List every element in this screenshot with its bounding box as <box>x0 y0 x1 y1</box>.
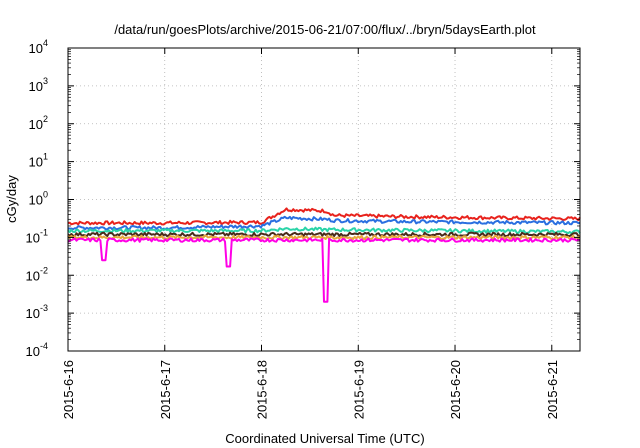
x-tick-label: 2015-6-19 <box>351 360 366 419</box>
chart-title: /data/run/goesPlots/archive/2015-06-21/0… <box>114 22 536 37</box>
y-tick-exponent: -3 <box>40 303 48 313</box>
grid <box>68 48 580 351</box>
y-tick-label: 10-3 <box>26 303 48 321</box>
y-tick-exponent: 4 <box>43 38 48 48</box>
x-axis: 2015-6-16 2015-6-17 2015-6-18 2015-6-19 2015… <box>61 48 560 419</box>
y-tick-exponent: -4 <box>40 341 48 351</box>
x-tick-label: 2015-6-20 <box>448 360 463 419</box>
y-axis-label: cGy/day <box>4 175 19 223</box>
series-line-1 <box>67 207 581 226</box>
y-tick-exponent: 2 <box>43 114 48 124</box>
x-tick-label: 2015-6-18 <box>255 360 270 419</box>
series-line-2 <box>67 215 581 231</box>
y-tick-label: 102 <box>29 114 48 132</box>
x-tick-label: 2015-6-21 <box>545 360 560 419</box>
series-line-6 <box>67 237 581 303</box>
series-line-4 <box>67 231 581 238</box>
y-tick-exponent: 3 <box>43 76 48 86</box>
y-tick-label: 103 <box>29 76 48 94</box>
x-tick-label: 2015-6-16 <box>61 360 76 419</box>
y-tick-label: 10-1 <box>26 227 48 245</box>
y-tick-exponent: -2 <box>40 265 48 275</box>
x-axis-label: Coordinated Universal Time (UTC) <box>225 431 424 446</box>
series-group <box>67 207 581 303</box>
x-tick-label: 2015-6-17 <box>158 360 173 419</box>
y-tick-exponent: -1 <box>40 227 48 237</box>
y-tick-exponent: 1 <box>43 152 48 162</box>
y-tick-label: 101 <box>29 152 48 170</box>
y-tick-label: 10-2 <box>26 265 48 283</box>
y-tick-label: 104 <box>29 38 48 56</box>
y-tick-exponent: 0 <box>43 190 48 200</box>
y-tick-label: 10-4 <box>26 341 48 359</box>
series-line-3 <box>67 226 581 235</box>
y-tick-label: 100 <box>29 190 48 208</box>
